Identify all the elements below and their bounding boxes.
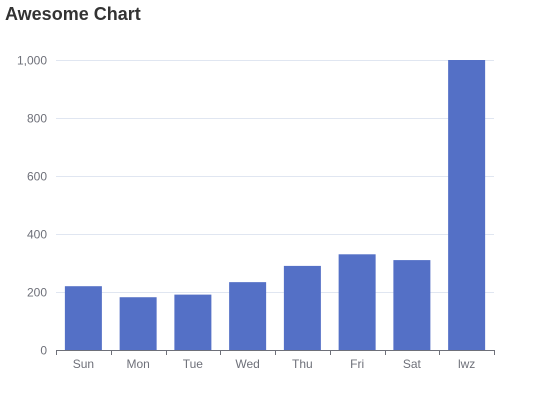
y-tick-label: 0 bbox=[40, 344, 47, 358]
x-tick-label: Fri bbox=[350, 357, 364, 371]
bar[interactable] bbox=[393, 260, 431, 350]
x-tick-label: Wed bbox=[235, 357, 259, 371]
bar[interactable] bbox=[283, 265, 321, 350]
y-tick-label: 1,000 bbox=[17, 54, 47, 68]
y-tick-label: 400 bbox=[27, 228, 47, 242]
y-tick-label: 600 bbox=[27, 170, 47, 184]
x-tick-label: Thu bbox=[292, 357, 313, 371]
x-tick-label: Tue bbox=[183, 357, 204, 371]
grid-lines bbox=[56, 60, 494, 293]
bar[interactable] bbox=[448, 60, 486, 350]
x-tick-label: Mon bbox=[126, 357, 149, 371]
y-tick-label: 800 bbox=[27, 112, 47, 126]
x-tick-label: lwz bbox=[458, 357, 475, 371]
bar[interactable] bbox=[229, 282, 267, 350]
x-tick-label: Sat bbox=[403, 357, 422, 371]
chart-title: Awesome Chart bbox=[5, 4, 141, 24]
x-axis bbox=[56, 350, 495, 355]
y-tick-label: 200 bbox=[27, 286, 47, 300]
x-tick-label: Sun bbox=[73, 357, 94, 371]
bar[interactable] bbox=[338, 254, 376, 350]
bar[interactable] bbox=[64, 286, 102, 350]
y-tick-labels: 0 200 400 600 800 1,000 bbox=[17, 54, 47, 358]
bar[interactable] bbox=[174, 294, 212, 350]
bars bbox=[64, 60, 486, 350]
bar[interactable] bbox=[119, 297, 157, 350]
x-tick-labels: Sun Mon Tue Wed Thu Fri Sat lwz bbox=[73, 357, 476, 371]
